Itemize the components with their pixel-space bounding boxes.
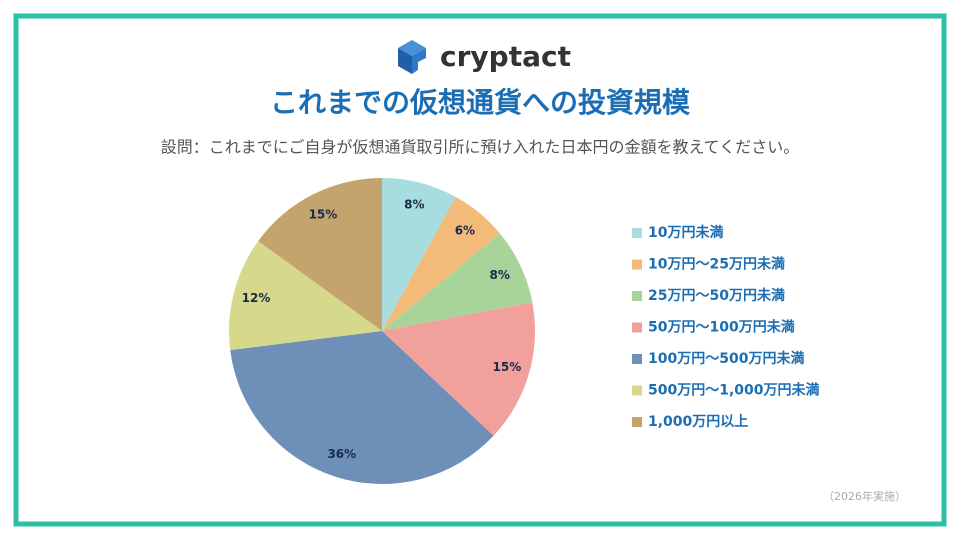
legend-label: 25万円～50万円未満 (648, 287, 785, 304)
legend-swatch (632, 385, 642, 396)
legend-swatch (632, 417, 642, 427)
chart-subtitle: 設問：これまでにご自身が仮想通貨取引所に預け入れた日本円の金額を教えてください。 (161, 138, 799, 157)
frame (13, 13, 947, 527)
legend-swatch (632, 259, 642, 270)
pie-slice (382, 233, 533, 331)
logo-icon (398, 40, 426, 74)
legend-swatch (632, 291, 642, 301)
pie-slice (382, 196, 500, 331)
data-label: 8% (404, 198, 424, 212)
pie-slice (230, 331, 494, 484)
data-label: 36% (327, 447, 356, 461)
pie-slice (258, 178, 382, 331)
legend-swatch (632, 228, 642, 238)
data-label: 12% (242, 291, 271, 305)
legend-label: 1,000万円以上 (648, 414, 748, 430)
pie-slice (228, 241, 382, 351)
pie-slice (382, 302, 535, 436)
legend-label: 10万円～25万円未満 (648, 256, 785, 273)
data-label: 15% (309, 208, 338, 222)
legend-label: 100万円～500万円未満 (648, 350, 804, 367)
data-label: 6% (455, 223, 475, 237)
chart-title: これまでの仮想通貨への投資規模 (270, 86, 691, 119)
legend-swatch (632, 322, 642, 333)
data-label: 15% (493, 360, 522, 374)
legend-swatch (632, 354, 642, 364)
legend-label: 50万円～100万円未満 (648, 319, 795, 336)
note: （2026年実施） (823, 489, 906, 503)
legend-label: 10万円未満 (648, 224, 723, 241)
pie-slice (382, 178, 456, 331)
data-label: 8% (489, 268, 509, 282)
legend-label: 500万円～1,000万円未満 (648, 382, 820, 399)
logo-text: cryptact (440, 40, 571, 73)
